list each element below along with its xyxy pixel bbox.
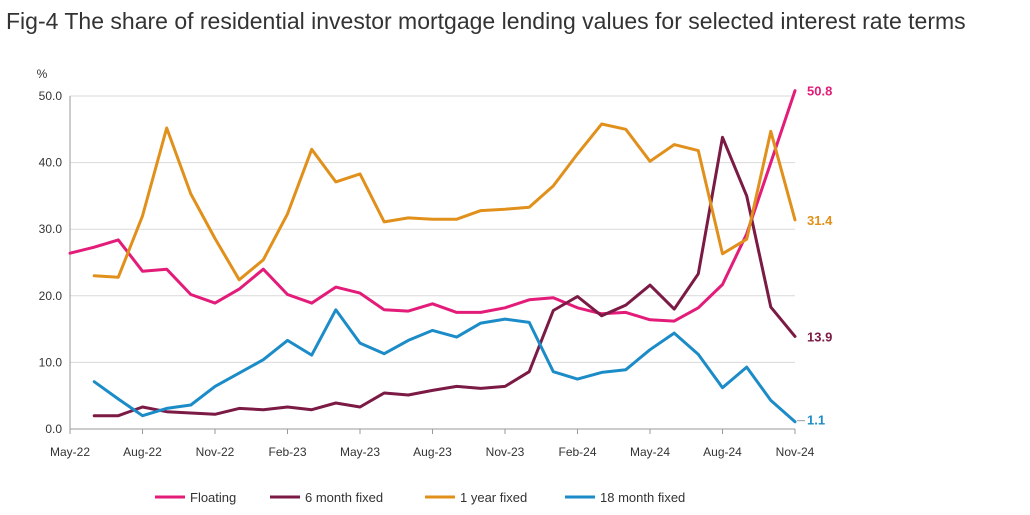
x-tick-label: Nov-24 (776, 445, 815, 459)
series-line-6-month-fixed (92, 135, 797, 418)
legend-label-floating: Floating (190, 490, 236, 505)
y-axis-unit-label: % (37, 67, 48, 81)
y-tick-label: 30.0 (39, 222, 63, 236)
series-line-1-year-fixed (92, 122, 797, 282)
chart-title: Fig-4 The share of residential investor … (6, 8, 966, 34)
axes: 0.0 10.0 20.0 30.0 40.0 50.0% May-22 Aug-22 Nov-… (37, 67, 815, 459)
legend-label-18-month-fixed: 18 month fixed (600, 490, 685, 505)
x-tick-label: Feb-24 (558, 445, 596, 459)
legend-label-1-year-fixed: 1 year fixed (460, 490, 527, 505)
x-tick-label: Aug-24 (703, 445, 742, 459)
x-tick-label: Aug-22 (123, 445, 162, 459)
x-tick-label: May-23 (340, 445, 380, 459)
end-label-floating: 50.8 (807, 84, 832, 99)
y-tick-label: 10.0 (39, 355, 63, 369)
y-tick-label: 0.0 (45, 422, 62, 436)
grid-lines (70, 95, 795, 363)
x-tick-label: May-22 (50, 445, 90, 459)
x-tick-label: Nov-22 (196, 445, 235, 459)
x-tick-label: Aug-23 (413, 445, 452, 459)
series-line-floating (68, 89, 797, 323)
y-tick-label: 20.0 (39, 289, 63, 303)
x-tick-label: Feb-23 (268, 445, 306, 459)
series-line-18-month-fixed (92, 308, 797, 424)
y-tick-label: 50.0 (39, 89, 63, 103)
y-tick-label: 40.0 (39, 156, 63, 170)
x-tick-label: Nov-23 (486, 445, 525, 459)
end-labels: 50.8 13.9 31.4 1.1 (797, 84, 833, 428)
x-tick-label: May-24 (630, 445, 670, 459)
legend-label-6-month-fixed: 6 month fixed (305, 490, 383, 505)
end-label-18-month-fixed: 1.1 (807, 413, 825, 428)
end-label-1-year-fixed: 31.4 (807, 213, 833, 228)
end-label-6-month-fixed: 13.9 (807, 329, 832, 344)
legend: Floating 6 month fixed 1 year fixed 18 mont… (155, 490, 685, 505)
series-lines (68, 89, 797, 424)
